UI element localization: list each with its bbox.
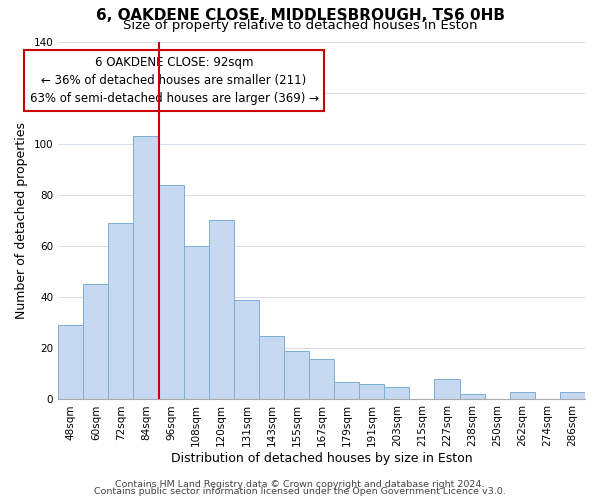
Bar bbox=[334, 382, 359, 400]
Bar bbox=[434, 379, 460, 400]
Text: 6 OAKDENE CLOSE: 92sqm
← 36% of detached houses are smaller (211)
63% of semi-de: 6 OAKDENE CLOSE: 92sqm ← 36% of detached… bbox=[29, 56, 319, 105]
Bar bbox=[510, 392, 535, 400]
Bar bbox=[385, 386, 409, 400]
Bar bbox=[184, 246, 209, 400]
Bar bbox=[309, 358, 334, 400]
Bar bbox=[209, 220, 234, 400]
Bar bbox=[109, 223, 133, 400]
Bar bbox=[560, 392, 585, 400]
Text: Size of property relative to detached houses in Eston: Size of property relative to detached ho… bbox=[123, 18, 477, 32]
Bar bbox=[234, 300, 259, 400]
Text: Contains public sector information licensed under the Open Government Licence v3: Contains public sector information licen… bbox=[94, 487, 506, 496]
Bar bbox=[58, 326, 83, 400]
Bar bbox=[133, 136, 158, 400]
Bar bbox=[359, 384, 385, 400]
Bar bbox=[284, 351, 309, 400]
Bar bbox=[460, 394, 485, 400]
Y-axis label: Number of detached properties: Number of detached properties bbox=[15, 122, 28, 319]
Bar bbox=[259, 336, 284, 400]
Bar bbox=[83, 284, 109, 400]
Text: 6, OAKDENE CLOSE, MIDDLESBROUGH, TS6 0HB: 6, OAKDENE CLOSE, MIDDLESBROUGH, TS6 0HB bbox=[95, 8, 505, 22]
Bar bbox=[158, 184, 184, 400]
X-axis label: Distribution of detached houses by size in Eston: Distribution of detached houses by size … bbox=[171, 452, 472, 465]
Text: Contains HM Land Registry data © Crown copyright and database right 2024.: Contains HM Land Registry data © Crown c… bbox=[115, 480, 485, 489]
